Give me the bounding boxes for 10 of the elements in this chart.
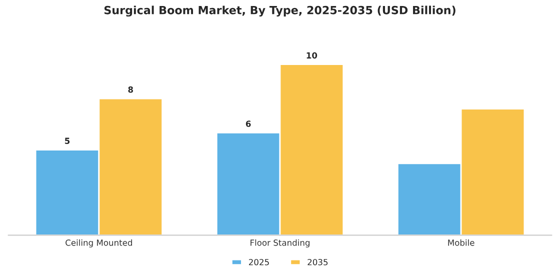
data-label: 6: [246, 120, 251, 127]
x-tick-label: Ceiling Mounted: [66, 239, 132, 248]
x-tick-label: Mobile: [448, 239, 474, 246]
data-label: 10: [306, 52, 318, 59]
chart-title: Surgical Boom Market, By Type, 2025-2035 (USD Billion): [104, 6, 456, 17]
legend-label: 2025: [248, 258, 269, 266]
data-label: 5: [64, 138, 70, 144]
data-label: 8: [128, 86, 133, 93]
x-tick-label: Floor Standing: [250, 239, 310, 248]
legend-label: 2035: [308, 258, 328, 266]
